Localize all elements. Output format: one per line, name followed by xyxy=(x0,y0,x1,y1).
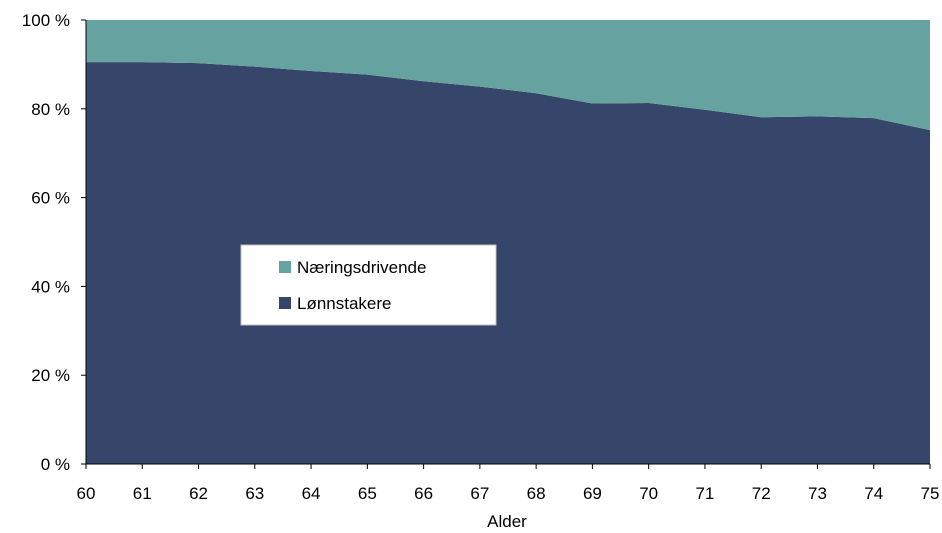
y-tick-label: 40 % xyxy=(31,277,70,296)
y-tick-label: 60 % xyxy=(31,189,70,208)
x-tick-label: 72 xyxy=(752,484,771,503)
x-tick-label: 69 xyxy=(583,484,602,503)
x-tick-label: 70 xyxy=(639,484,658,503)
y-tick-label: 100 % xyxy=(22,11,70,30)
x-tick-label: 66 xyxy=(414,484,433,503)
x-tick-label: 67 xyxy=(470,484,489,503)
axes: 0 % 20 % 40 % 60 % 80 % 100 % 60 61 62 63 64 65 66 67… xyxy=(22,11,940,503)
legend-label: Lønnstakere xyxy=(297,294,392,313)
x-axis-title: Alder xyxy=(487,512,527,531)
legend: Næringsdrivende Lønnstakere xyxy=(240,244,497,326)
y-tick-label: 80 % xyxy=(31,100,70,119)
x-tick-label: 68 xyxy=(527,484,546,503)
legend-label: Næringsdrivende xyxy=(297,258,426,277)
x-tick-label: 60 xyxy=(77,484,96,503)
legend-box xyxy=(240,244,497,326)
x-tick-label: 73 xyxy=(808,484,827,503)
x-tick-label: 71 xyxy=(695,484,714,503)
x-tick-label: 75 xyxy=(921,484,940,503)
area-series-0 xyxy=(86,62,930,465)
x-tick-label: 74 xyxy=(864,484,883,503)
x-tick-label: 65 xyxy=(358,484,377,503)
x-tick-label: 63 xyxy=(245,484,264,503)
legend-swatch xyxy=(279,297,291,309)
y-tick-label: 20 % xyxy=(31,366,70,385)
x-tick-label: 61 xyxy=(133,484,152,503)
area-series-1 xyxy=(86,20,930,131)
y-tick-label: 0 % xyxy=(41,455,70,474)
x-tick-label: 62 xyxy=(189,484,208,503)
legend-swatch xyxy=(279,261,291,273)
plot-area xyxy=(86,20,930,465)
x-tick-label: 64 xyxy=(302,484,321,503)
